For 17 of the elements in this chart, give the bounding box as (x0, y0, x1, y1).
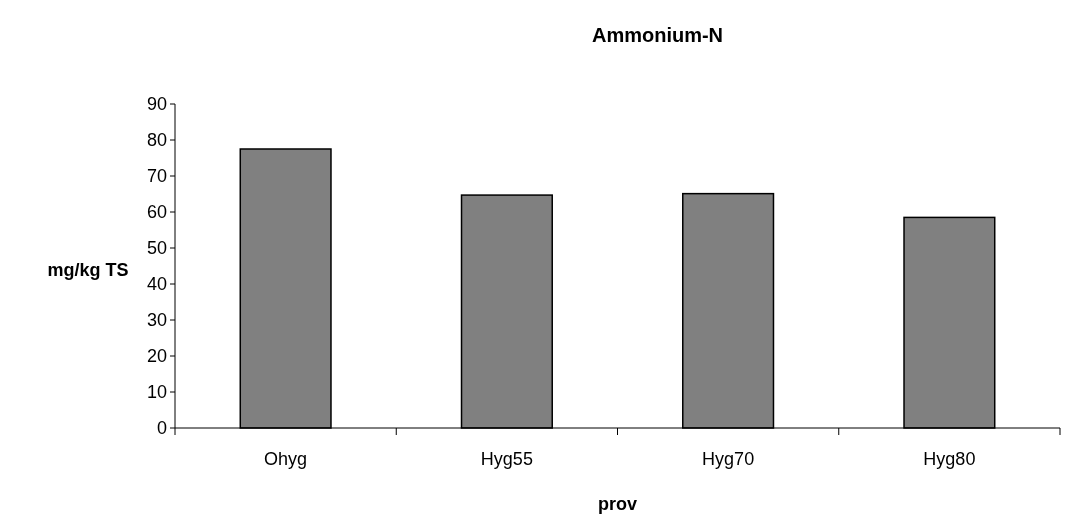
y-tick-label: 70 (146, 166, 167, 187)
y-tick-label: 0 (156, 418, 167, 439)
y-tick-label: 40 (146, 274, 167, 295)
y-tick-label: 60 (146, 202, 167, 223)
x-axis-title: prov (597, 494, 638, 514)
y-tick-label: 30 (146, 310, 167, 331)
x-tick-label: Hyg70 (702, 449, 755, 469)
chart-title: Ammonium-N (591, 24, 724, 46)
x-tick-label: Hyg55 (480, 449, 533, 469)
y-tick-label: 10 (146, 382, 167, 403)
y-tick-label: 20 (146, 346, 167, 367)
y-axis-title: mg/kg TS (47, 260, 129, 280)
y-tick-label: 90 (146, 94, 167, 115)
x-tick-label: Ohyg (264, 449, 308, 469)
y-tick-label: 80 (146, 130, 167, 151)
y-tick-label: 50 (146, 238, 167, 259)
x-tick-label: Hyg80 (923, 449, 976, 469)
